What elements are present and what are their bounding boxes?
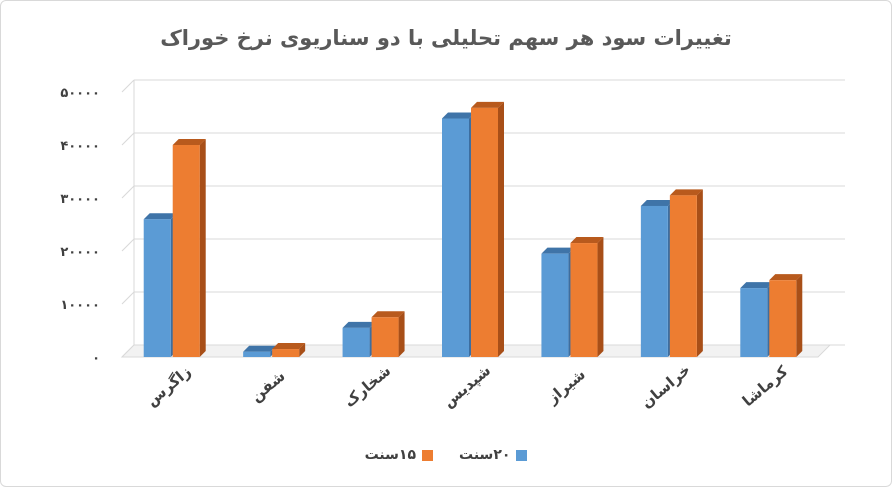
legend-label-series-2: ۱۵سنت xyxy=(364,447,416,463)
bar-side xyxy=(299,343,306,357)
bar-front xyxy=(342,327,370,357)
chart-title: تغییرات سود هر سهم تحلیلی با دو سناریوی … xyxy=(160,26,732,50)
bar xyxy=(342,321,376,357)
y-tick-label: ۵۰۰۰۰ xyxy=(60,86,100,101)
x-category-label: شفن xyxy=(247,367,288,406)
bar-front xyxy=(143,219,171,357)
bar-top xyxy=(442,112,475,119)
bar-front xyxy=(442,118,469,357)
bar-top xyxy=(640,199,674,206)
gridline-depth xyxy=(121,291,135,305)
gridline-depth xyxy=(121,132,135,146)
legend-item-series-2: ۱۵سنت xyxy=(365,447,433,463)
bar xyxy=(669,189,703,357)
bar xyxy=(172,139,206,357)
x-category-labels: زاگرس شفن شخارک شپدیس شیراز خراسان کرماشا xyxy=(143,360,792,411)
bar-side xyxy=(597,237,604,357)
bar-top xyxy=(541,247,575,254)
y-tick-label: ۲۰۰۰۰ xyxy=(60,245,100,260)
bar-side xyxy=(498,101,504,358)
bars xyxy=(143,101,803,358)
bar-front xyxy=(172,145,200,357)
x-category-label: شیراز xyxy=(543,365,589,408)
legend: ۲۰سنت ۱۵سنت xyxy=(0,447,892,463)
legend-swatch-series-2 xyxy=(422,449,433,461)
y-tick-label: ۴۰۰۰۰ xyxy=(60,139,100,154)
bar xyxy=(570,237,604,357)
y-tick-label: ۳۰۰۰۰ xyxy=(60,192,100,207)
gridline-depth xyxy=(121,185,135,199)
x-category-label: شپدیس xyxy=(439,361,494,412)
y-tick-label: ۰ xyxy=(92,351,100,366)
bar-side xyxy=(796,274,803,357)
bar-side xyxy=(199,139,206,357)
bar-front xyxy=(669,195,697,357)
bar xyxy=(640,199,674,357)
bar-front xyxy=(541,253,569,357)
bar-top xyxy=(172,139,206,145)
bar-top xyxy=(769,274,803,281)
bar xyxy=(143,213,177,357)
bar xyxy=(243,345,277,357)
x-category-label: کرماشا xyxy=(739,362,792,410)
bar xyxy=(740,282,774,357)
bar xyxy=(371,311,405,357)
bar-front xyxy=(243,351,271,357)
bar-front xyxy=(570,243,598,357)
legend-item-series-1: ۲۰سنت xyxy=(459,447,528,463)
gridline-depth xyxy=(121,79,135,93)
y-tick-label: ۱۰۰۰۰ xyxy=(60,298,100,313)
bar-side xyxy=(398,311,405,357)
bar-side xyxy=(696,189,703,357)
legend-label-series-1: ۲۰سنت xyxy=(459,447,511,463)
x-category-label: خراسان xyxy=(637,360,693,411)
bar xyxy=(272,343,306,357)
bar-front xyxy=(769,280,797,357)
bar-top xyxy=(143,213,177,220)
bar xyxy=(471,101,504,358)
legend-swatch-series-1 xyxy=(516,449,528,461)
bar-top xyxy=(272,343,306,350)
bar-top xyxy=(740,282,774,289)
bar xyxy=(541,247,575,357)
gridline-depth xyxy=(121,238,135,252)
bar xyxy=(442,112,475,357)
bar-top xyxy=(342,321,376,328)
y-tick-labels: ۰ ۱۰۰۰۰ ۲۰۰۰۰ ۳۰۰۰۰ ۴۰۰۰۰ ۵۰۰۰۰ xyxy=(60,86,100,366)
bar-top xyxy=(669,189,703,196)
bar xyxy=(769,274,803,357)
bar-front xyxy=(740,288,768,357)
x-category-label: زاگرس xyxy=(143,362,195,410)
bar-front xyxy=(272,349,300,357)
bar-top xyxy=(570,237,604,244)
bar-top xyxy=(371,311,405,318)
bar-top xyxy=(471,101,504,108)
bar-top xyxy=(243,345,277,352)
bar-front xyxy=(371,317,399,357)
bar-front xyxy=(640,205,668,357)
bar-front xyxy=(471,107,498,358)
x-category-label: شخارک xyxy=(340,362,394,411)
